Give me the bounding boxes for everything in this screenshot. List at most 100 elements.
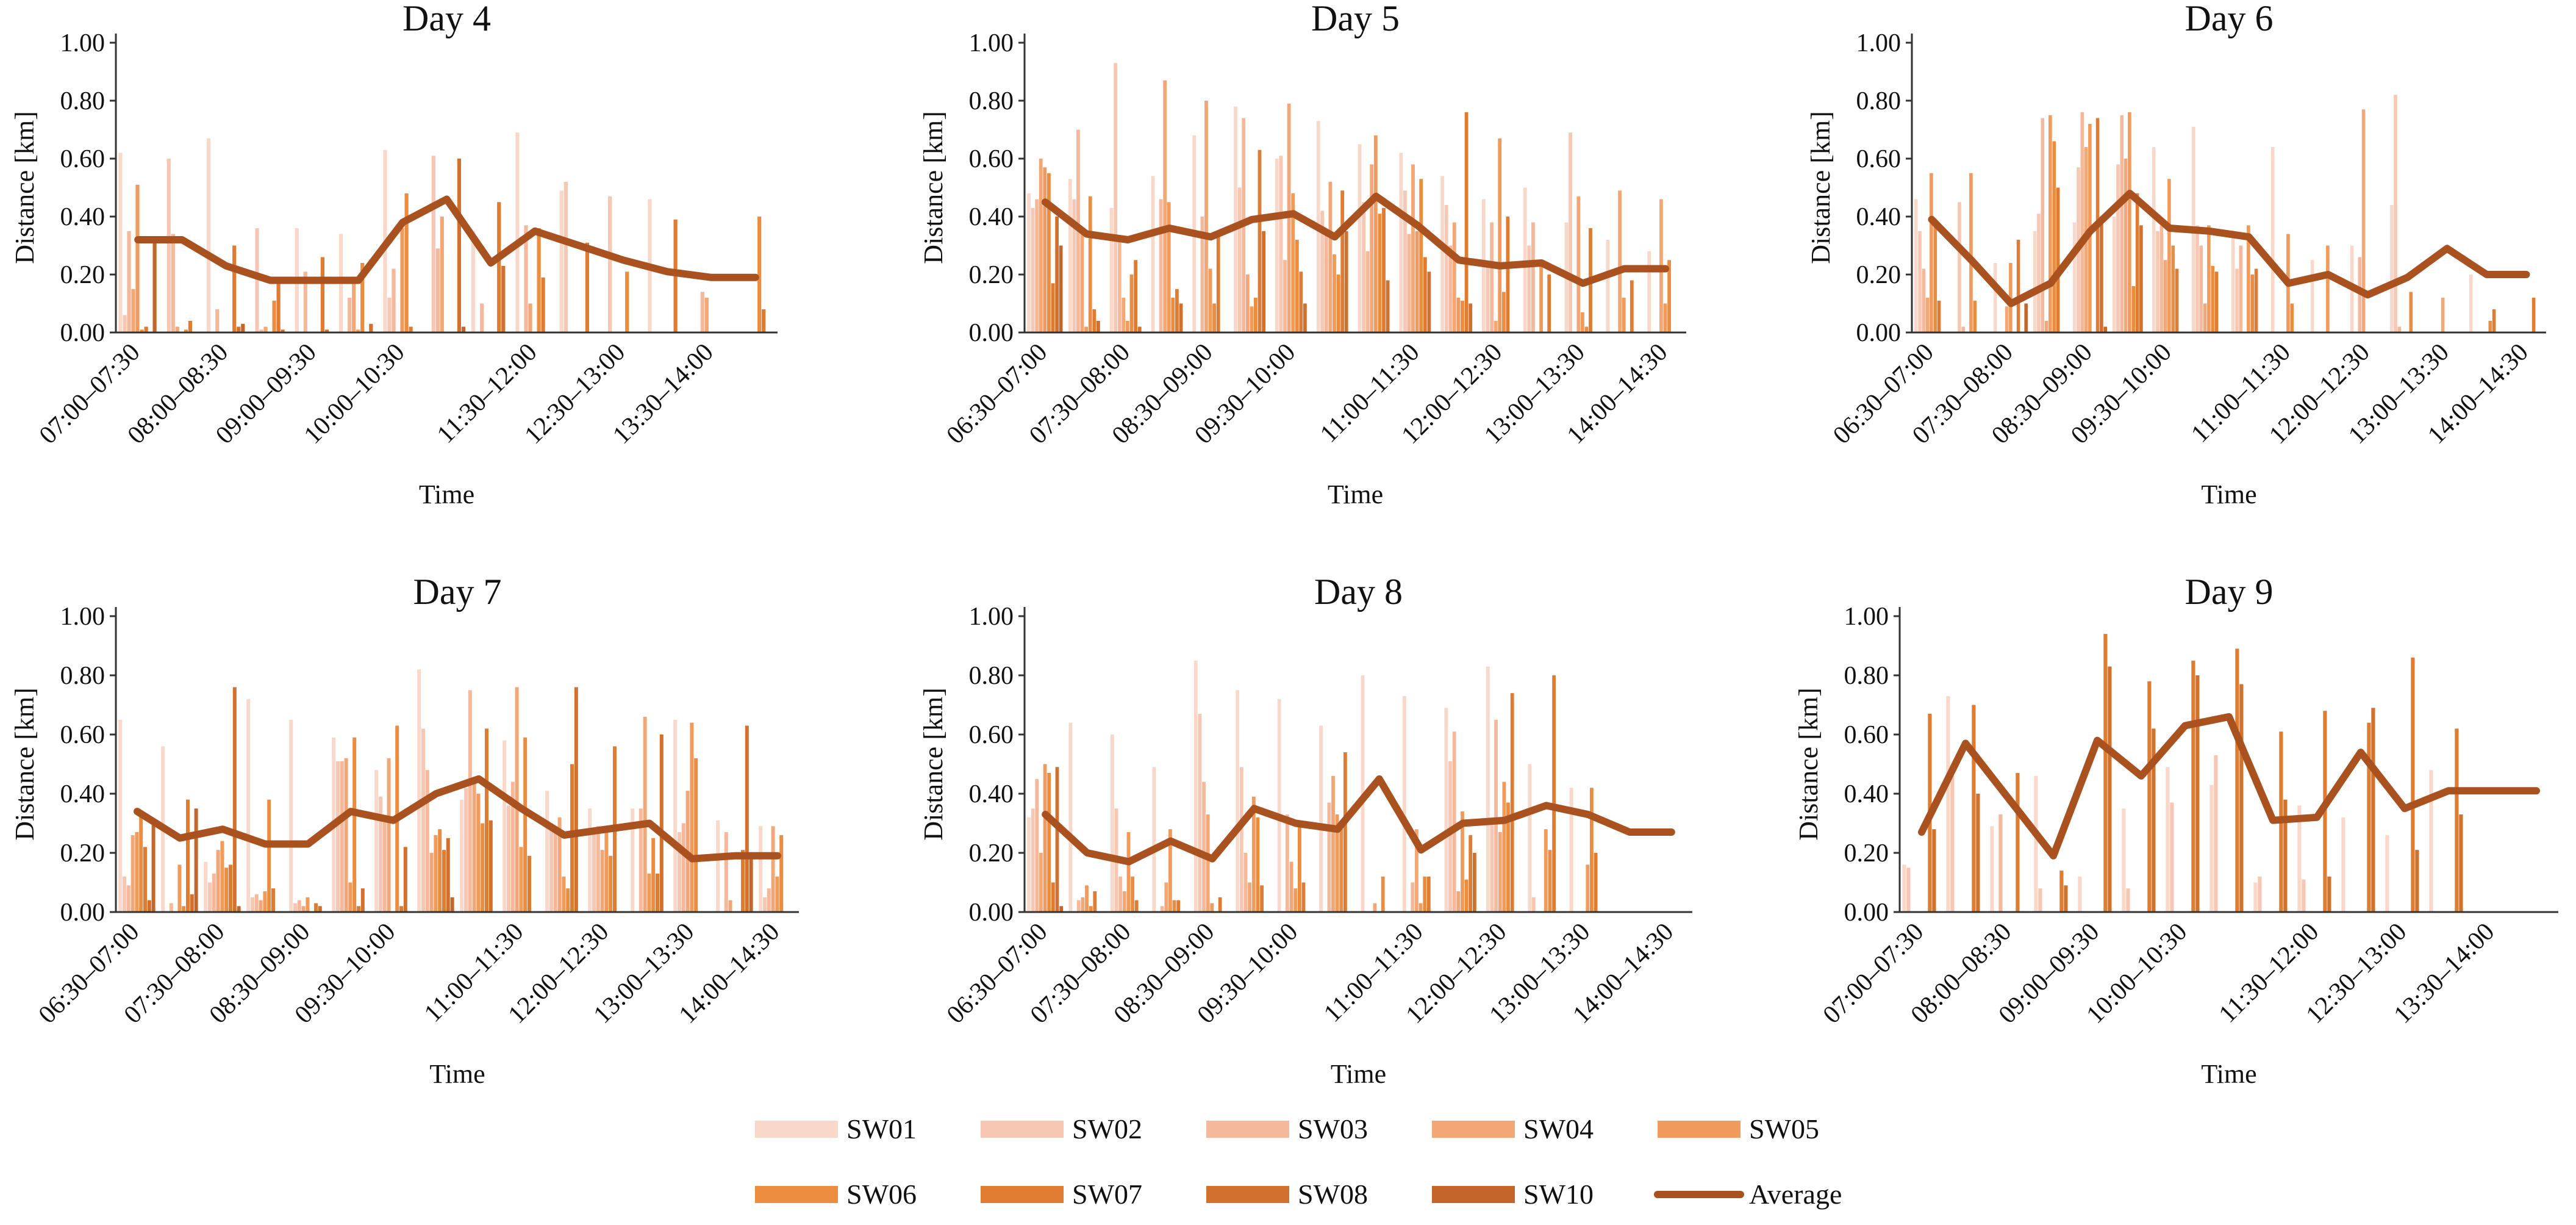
bar-sw08 bbox=[190, 894, 194, 912]
bar-sw04 bbox=[1576, 196, 1581, 333]
bar-sw05 bbox=[519, 847, 523, 912]
bar-sw06 bbox=[566, 888, 570, 912]
bar-sw05 bbox=[2247, 225, 2250, 333]
bar-sw03 bbox=[1452, 731, 1456, 912]
bar-sw05 bbox=[647, 874, 651, 912]
bar-sw03 bbox=[2239, 245, 2243, 332]
bar-sw04 bbox=[1289, 861, 1293, 912]
bar-sw03 bbox=[171, 234, 175, 332]
y-tick-label: 0.20 bbox=[60, 261, 106, 289]
y-tick-label: 1.00 bbox=[969, 29, 1014, 57]
bar-sw10 bbox=[1059, 245, 1063, 332]
bar-sw07 bbox=[1630, 280, 1634, 332]
bar-sw02 bbox=[2170, 802, 2174, 912]
bar-sw10 bbox=[2024, 303, 2028, 332]
bar-sw04 bbox=[1206, 814, 1210, 912]
bar-sw02 bbox=[1532, 897, 1536, 913]
average-line bbox=[134, 195, 759, 284]
bar-sw07 bbox=[1426, 876, 1431, 912]
bar-sw01 bbox=[1236, 690, 1240, 913]
bar-sw07 bbox=[1218, 897, 1222, 913]
bar-sw06 bbox=[1171, 298, 1175, 332]
bar-sw05 bbox=[1930, 173, 1933, 333]
bar-sw06 bbox=[272, 300, 276, 333]
bar-sw03 bbox=[303, 271, 307, 333]
bar-sw08 bbox=[659, 735, 664, 912]
bar-sw08 bbox=[446, 838, 450, 913]
bar-sw04 bbox=[216, 850, 220, 912]
y-tick-label: 0.00 bbox=[1844, 899, 1889, 927]
bar-sw01 bbox=[460, 799, 464, 912]
bar-sw01 bbox=[1358, 144, 1362, 333]
bar-sw04 bbox=[2123, 159, 2128, 332]
bar-sw08 bbox=[1097, 321, 1100, 332]
bar-sw04 bbox=[131, 835, 135, 912]
bar-sw04 bbox=[1287, 103, 1291, 333]
bar-sw08 bbox=[501, 265, 506, 333]
bar-sw07 bbox=[1093, 891, 1097, 912]
chart-title: Day 5 bbox=[1311, 0, 1400, 38]
bar-sw08 bbox=[2239, 684, 2244, 912]
bar-sw01 bbox=[1111, 735, 1114, 912]
bar-sw01 bbox=[207, 138, 211, 333]
bar-sw02 bbox=[608, 196, 612, 333]
bar-sw06 bbox=[1295, 240, 1299, 332]
bar-sw05 bbox=[434, 835, 438, 912]
bar-sw06 bbox=[1973, 300, 1977, 333]
chart-panel: 0.000.200.400.600.801.0007:00–07:3008:00… bbox=[1794, 572, 2558, 1089]
bar-sw02 bbox=[1527, 245, 1531, 332]
bar-sw01 bbox=[2469, 275, 2473, 332]
bar-sw01 bbox=[1234, 106, 1237, 332]
bar-sw02 bbox=[1031, 808, 1035, 913]
bar-sw07 bbox=[2214, 271, 2219, 333]
bar-sw08 bbox=[1344, 231, 1348, 333]
bar-sw07 bbox=[2103, 634, 2108, 912]
bar-sw05 bbox=[562, 876, 566, 912]
legend-item-sw06: SW06 bbox=[755, 1179, 917, 1210]
bar-sw10 bbox=[151, 823, 156, 912]
bar-sw07 bbox=[1051, 882, 1055, 912]
bar-sw04 bbox=[1039, 159, 1043, 332]
bar-sw03 bbox=[767, 888, 771, 912]
legend-label: SW05 bbox=[1749, 1113, 1819, 1144]
bar-sw07 bbox=[2135, 193, 2139, 332]
chart-title: Day 8 bbox=[1314, 572, 1403, 612]
bar-sw07 bbox=[2147, 681, 2152, 912]
legend-item-sw01: SW01 bbox=[755, 1113, 917, 1144]
bar-sw02 bbox=[549, 823, 553, 912]
bar-sw06 bbox=[2211, 265, 2215, 333]
bar-sw07 bbox=[656, 874, 659, 912]
bar-sw03 bbox=[1494, 719, 1498, 913]
legend-item-sw08: SW08 bbox=[1206, 1179, 1368, 1210]
bar-sw03 bbox=[510, 781, 515, 912]
y-tick-label: 0.80 bbox=[1856, 87, 1902, 115]
bar-sw04 bbox=[1498, 832, 1502, 912]
bar-sw05 bbox=[1043, 167, 1047, 333]
y-tick-label: 0.40 bbox=[60, 203, 106, 231]
bar-sw08 bbox=[1386, 280, 1390, 332]
bar-sw06 bbox=[523, 737, 528, 912]
bar-sw01 bbox=[246, 699, 251, 912]
bar-sw06 bbox=[694, 758, 698, 912]
bar-sw06 bbox=[1339, 823, 1343, 912]
bar-sw04 bbox=[263, 326, 268, 332]
bar-sw02 bbox=[387, 298, 392, 332]
bar-sw08 bbox=[1303, 303, 1307, 332]
bar-sw10 bbox=[749, 858, 753, 912]
bar-sw06 bbox=[1088, 196, 1092, 333]
bar-sw02 bbox=[763, 897, 767, 913]
bar-sw03 bbox=[382, 820, 387, 912]
bar-sw03 bbox=[1531, 222, 1535, 332]
bar-sw04 bbox=[557, 817, 562, 912]
bar-sw08 bbox=[147, 900, 151, 912]
bar-sw07 bbox=[2254, 268, 2258, 332]
bar-sw05 bbox=[1373, 135, 1378, 332]
bar-sw02 bbox=[1114, 63, 1118, 333]
bar-sw02 bbox=[1320, 210, 1325, 332]
y-tick-label: 0.40 bbox=[969, 780, 1014, 808]
bar-sw01 bbox=[2072, 222, 2077, 332]
bar-sw05 bbox=[1461, 811, 1464, 912]
bar-sw04 bbox=[2441, 298, 2445, 332]
bar-sw07 bbox=[320, 257, 324, 332]
bar-sw03 bbox=[1159, 199, 1163, 332]
